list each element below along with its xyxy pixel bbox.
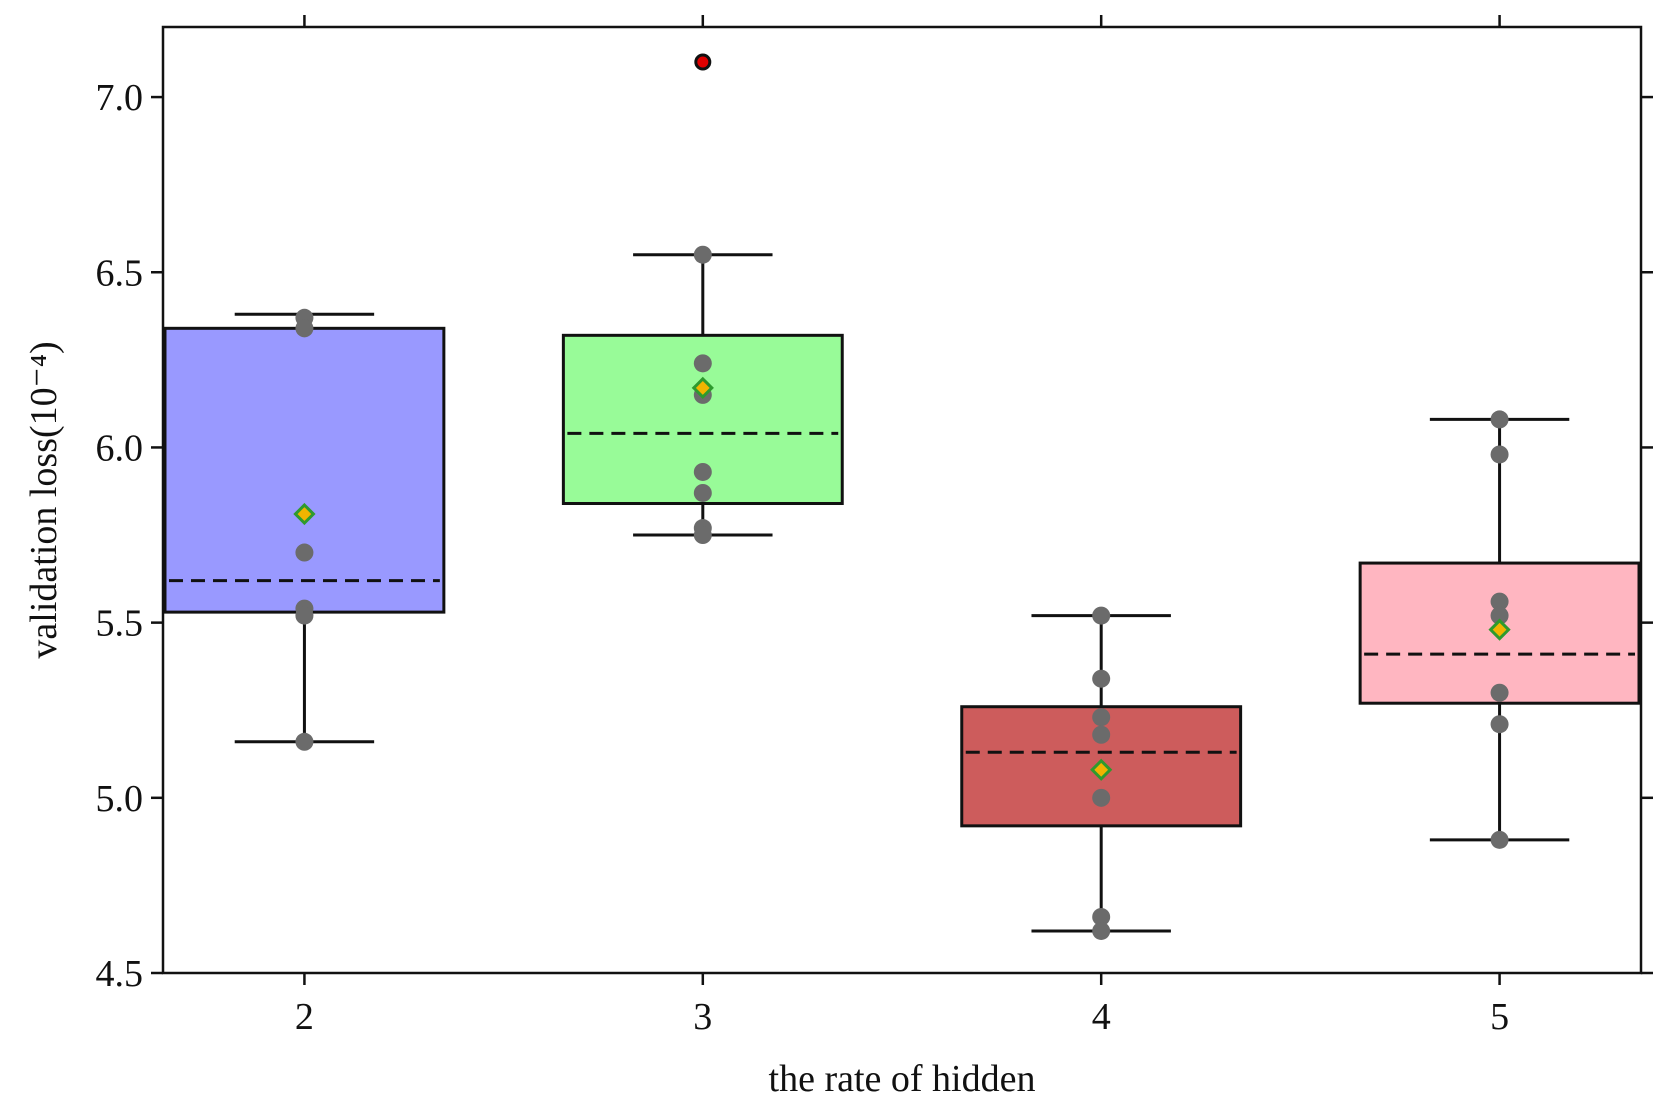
y-tick-label: 5.5 <box>96 603 144 645</box>
y-tick-label: 4.5 <box>96 953 144 995</box>
mean-marker <box>1090 758 1113 781</box>
data-point <box>1092 606 1111 625</box>
data-point <box>1490 683 1509 702</box>
data-point <box>1490 445 1509 464</box>
y-axis-title: validation loss(10⁻⁴) <box>23 341 65 658</box>
box-iqr <box>163 326 446 614</box>
box-group-3 <box>561 53 844 545</box>
x-tick-label: 2 <box>295 996 314 1038</box>
data-point <box>1092 669 1111 688</box>
y-tick-label: 5.0 <box>96 778 144 820</box>
data-point <box>1490 715 1509 734</box>
data-point <box>1490 830 1509 849</box>
boxes <box>163 53 1641 940</box>
data-point <box>295 319 314 338</box>
data-point <box>1490 606 1509 625</box>
x-tick-label: 5 <box>1490 996 1509 1038</box>
outlier-point <box>694 53 712 71</box>
x-axis-title: the rate of hidden <box>769 1058 1036 1100</box>
y-tick-label: 6.0 <box>96 427 144 469</box>
y-axis: 4.5 5.0 5.5 6.0 6.5 7.0 <box>96 77 1653 995</box>
mean-marker <box>691 376 714 400</box>
data-point <box>693 245 712 264</box>
data-point <box>1092 907 1111 926</box>
data-point <box>295 606 314 625</box>
data-point <box>1092 708 1111 727</box>
x-tick-label: 3 <box>693 996 712 1038</box>
mean-marker <box>293 502 316 526</box>
box-group-5 <box>1358 410 1641 849</box>
data-point <box>295 732 314 751</box>
data-point <box>295 543 314 562</box>
data-point <box>1490 592 1509 611</box>
x-tick-label: 4 <box>1092 996 1111 1038</box>
data-point <box>693 354 712 373</box>
data-point <box>1092 788 1111 807</box>
box-group-4 <box>960 606 1243 940</box>
data-point <box>1092 921 1111 940</box>
y-tick-label: 6.5 <box>96 252 144 294</box>
data-point <box>693 462 712 481</box>
data-point <box>693 483 712 502</box>
data-point <box>693 526 712 545</box>
data-point <box>1490 410 1509 429</box>
mean-marker <box>1488 618 1511 641</box>
plot-frame <box>161 25 1643 975</box>
y-tick-label: 7.0 <box>96 77 144 119</box>
x-axis: 2 3 4 5 <box>295 15 1509 1038</box>
data-point <box>1092 725 1111 744</box>
box-group-2 <box>163 308 446 751</box>
